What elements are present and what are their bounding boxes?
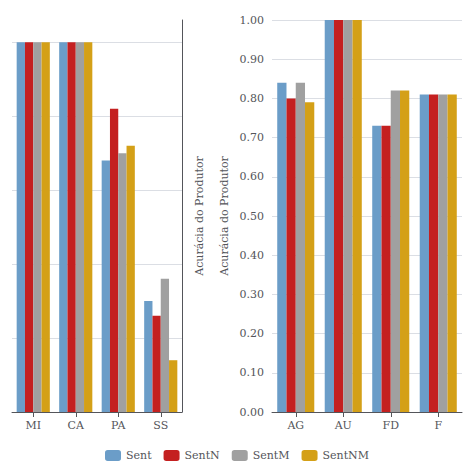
svg-text:SentM: SentM [253,449,290,462]
svg-text:0.70: 0.70 [240,131,265,144]
svg-text:FD: FD [383,419,400,432]
svg-text:1.00: 1.00 [240,14,265,27]
svg-text:SentN: SentN [185,449,221,462]
svg-text:Acurácia do Produtor: Acurácia do Produtor [193,155,206,276]
svg-text:0.60: 0.60 [240,170,265,183]
svg-text:CA: CA [68,419,85,432]
svg-text:Acurácia do Produtor: Acurácia do Produtor [218,155,231,276]
svg-text:F: F [434,419,442,432]
svg-text:SentNM: SentNM [323,449,369,462]
svg-text:AG: AG [286,419,304,432]
svg-text:0.00: 0.00 [240,406,265,419]
svg-text:SS: SS [153,419,168,432]
svg-text:MI: MI [25,419,41,432]
svg-text:PA: PA [111,419,126,432]
svg-text:0.10: 0.10 [240,366,265,379]
svg-text:0.40: 0.40 [240,249,265,262]
svg-text:0.30: 0.30 [240,288,265,301]
svg-text:0.50: 0.50 [240,210,265,223]
svg-text:AU: AU [334,419,352,432]
svg-text:0.90: 0.90 [240,53,265,66]
svg-text:0.20: 0.20 [240,327,265,340]
svg-text:0.80: 0.80 [240,92,265,105]
svg-text:Sent: Sent [126,449,152,462]
